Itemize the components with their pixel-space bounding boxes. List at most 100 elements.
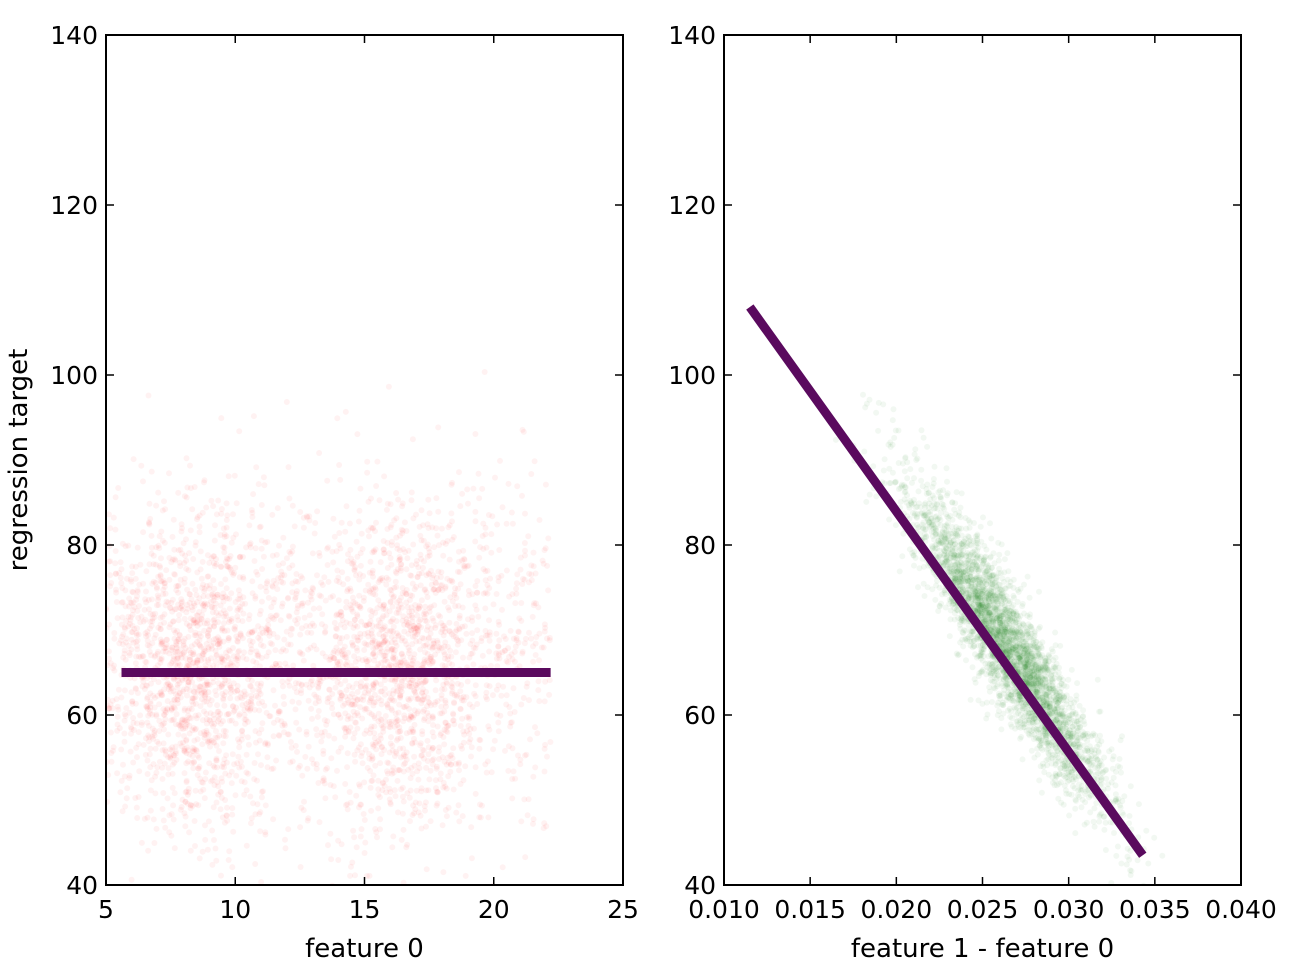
right-scatter-point [1012, 644, 1019, 651]
left-scatter-point [430, 715, 437, 722]
right-scatter-point [939, 559, 946, 566]
right-scatter-point [1070, 726, 1077, 733]
left-scatter-point [407, 592, 414, 599]
left-scatter-point [110, 744, 117, 751]
left-scatter-point [358, 530, 365, 537]
right-scatter-point [1033, 676, 1040, 683]
left-scatter-point [493, 711, 500, 718]
left-scatter-point [497, 457, 503, 464]
left-scatter-point [253, 739, 259, 746]
left-scatter-point [457, 723, 464, 729]
left-scatter-point [339, 569, 346, 576]
left-scatter-point [263, 890, 269, 896]
left-scatter-point [393, 599, 400, 606]
left-scatter-point [257, 691, 264, 697]
left-scatter-point [444, 754, 451, 761]
left-scatter-point [173, 756, 180, 763]
left-scatter-point [211, 636, 218, 643]
right-scatter-point [969, 587, 976, 594]
left-scatter-point [233, 500, 240, 507]
right-scatter-point [993, 614, 1000, 621]
left-scatter-point [476, 495, 483, 502]
left-scatter-point [187, 802, 194, 809]
left-scatter-point [189, 580, 196, 587]
right-scatter-point [981, 616, 988, 623]
left-scatter-point [230, 653, 237, 660]
left-scatter-point [206, 760, 213, 767]
left-scatter-point [368, 630, 375, 637]
right-scatter-point [1021, 651, 1028, 658]
left-scatter-point [455, 638, 462, 645]
left-scatter-point [256, 688, 263, 695]
right-scatter-point [1134, 857, 1141, 864]
right-scatter-point [996, 613, 1003, 620]
left-scatter-point [357, 704, 364, 711]
left-scatter-point [448, 690, 455, 697]
left-scatter-point [205, 689, 212, 696]
left-scatter-point [347, 588, 354, 594]
left-scatter-point [457, 503, 464, 510]
left-scatter-point [182, 789, 189, 796]
right-scatter-point [985, 660, 992, 667]
right-scatter-point [1058, 694, 1065, 701]
left-scatter-point [414, 625, 421, 632]
left-scatter-point [288, 744, 295, 751]
left-scatter-point [467, 736, 474, 743]
left-scatter-point [344, 801, 351, 808]
left-scatter-point [448, 510, 455, 517]
left-scatter-point [188, 760, 195, 766]
left-scatter-point [472, 583, 479, 589]
right-scatter-point [1031, 662, 1038, 669]
left-scatter-point [347, 602, 354, 609]
left-scatter-point [126, 649, 133, 656]
right-scatter-point [957, 545, 964, 552]
left-scatter-point [358, 618, 365, 625]
left-scatter-point [366, 699, 373, 706]
left-scatter-point [493, 630, 500, 637]
left-scatter-point [468, 824, 475, 831]
left-scatter-point [337, 545, 344, 552]
left-scatter-point [161, 580, 168, 587]
right-scatter-point [995, 628, 1002, 635]
left-scatter-point [508, 509, 515, 516]
left-scatter-point [165, 731, 172, 738]
left-scatter-point [456, 625, 463, 632]
left-scatter-point [165, 765, 172, 772]
left-scatter-point [160, 790, 167, 796]
left-scatter-point [280, 579, 287, 586]
left-scatter-point [178, 605, 185, 612]
left-scatter-point [436, 645, 443, 652]
left-scatter-point [176, 559, 183, 566]
left-scatter-point [357, 630, 364, 637]
left-scatter-point [387, 789, 394, 796]
right-scatter-point [1020, 670, 1027, 677]
left-scatter-point [161, 686, 167, 693]
left-scatter-point [224, 804, 230, 811]
left-scatter-point [449, 518, 455, 525]
right-scatter-point [1003, 605, 1010, 612]
left-scatter-point [239, 618, 246, 625]
left-scatter-point [227, 566, 234, 573]
left-scatter-point [224, 627, 231, 634]
right-scatter-point [970, 559, 977, 566]
left-scatter-point [320, 751, 327, 757]
left-scatter-point [519, 492, 525, 499]
left-scatter-point [201, 689, 208, 696]
left-scatter-point [413, 607, 420, 614]
left-scatter-point [449, 536, 456, 543]
right-scatter-point [1060, 801, 1067, 808]
left-scatter-point [145, 712, 152, 719]
left-scatter-point [213, 609, 220, 616]
left-scatter-point [400, 826, 407, 833]
left-scatter-point [179, 550, 186, 557]
right-scatter-point [975, 592, 982, 599]
left-scatter-point [166, 576, 173, 583]
left-scatter-point [194, 612, 201, 619]
left-scatter-point [176, 662, 183, 669]
left-scatter-point [354, 602, 361, 608]
left-scatter-point [302, 587, 309, 594]
right-scatter-point [952, 532, 959, 539]
left-scatter-point [220, 544, 227, 551]
right-scatter-point [974, 600, 981, 607]
left-scatter-point [464, 678, 471, 685]
